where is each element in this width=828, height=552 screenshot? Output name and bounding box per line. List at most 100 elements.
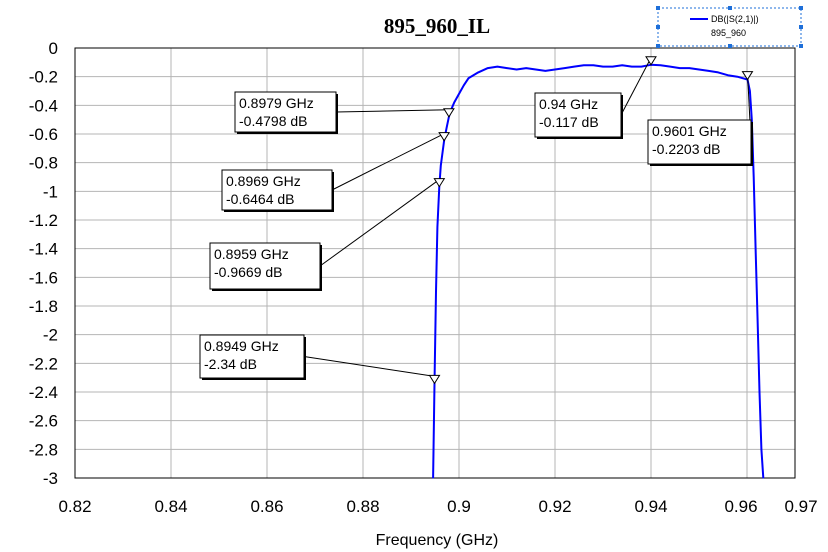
series-point xyxy=(753,176,755,178)
series-point xyxy=(755,248,757,250)
chart-title: 895_960_IL xyxy=(384,14,490,38)
legend-box xyxy=(657,7,802,47)
y-tick-label: -3 xyxy=(43,469,58,488)
x-tick-label: 0.84 xyxy=(154,497,187,516)
y-tick-label: -1.6 xyxy=(29,268,58,287)
series-point xyxy=(442,150,444,152)
marker-frequency: 0.8969 GHz xyxy=(226,173,301,189)
marker-leader xyxy=(331,133,445,191)
marker-value: -0.117 dB xyxy=(539,114,599,130)
series-point xyxy=(717,71,719,73)
x-tick-label: 0.86 xyxy=(250,497,283,516)
marker-box xyxy=(647,119,752,165)
marker-leader xyxy=(620,57,652,116)
x-tick-label: 0.94 xyxy=(634,497,667,516)
markers-layer: 0.8979 GHz -0.4798 dB 0.8969 GHz -0.6464 dB… xyxy=(199,56,754,385)
legend-handle xyxy=(728,44,732,48)
series-point xyxy=(477,71,479,73)
legend-handle xyxy=(656,6,660,10)
series-point xyxy=(736,76,739,78)
y-tick-label: -1.8 xyxy=(29,297,58,316)
series-point xyxy=(679,67,681,69)
marker-annotation[interactable]: 0.8979 GHz -0.4798 dB xyxy=(234,91,455,134)
marker-annotation[interactable]: 0.8969 GHz -0.6464 dB xyxy=(221,132,451,212)
legend-handle xyxy=(799,25,803,29)
x-tick-label: 0.92 xyxy=(538,497,571,516)
series-point xyxy=(487,67,489,69)
plot-frame xyxy=(74,47,796,479)
legend-handle xyxy=(656,25,660,29)
series-point xyxy=(496,66,498,68)
series-point xyxy=(453,101,455,104)
marker-leader xyxy=(319,179,440,267)
y-tick-label: -2 xyxy=(43,326,58,345)
y-tick-label: -2.8 xyxy=(29,440,58,459)
series-point xyxy=(660,64,662,66)
series-point xyxy=(435,291,437,293)
marker-value: -0.6464 dB xyxy=(226,191,295,207)
series-point xyxy=(535,68,537,71)
marker-triangle xyxy=(438,132,451,142)
x-tick-labels: 0.82 0.84 0.86 0.88 0.9 0.92 0.94 0.96 0.97 xyxy=(58,497,817,516)
marker-leader xyxy=(303,356,435,377)
series-point xyxy=(602,66,604,68)
y-tick-label: -2.4 xyxy=(29,383,58,402)
series-point xyxy=(621,64,623,66)
marker-triangle xyxy=(428,374,441,385)
series-point xyxy=(432,477,434,479)
series-point xyxy=(708,70,710,72)
y-tick-label: -1.2 xyxy=(29,211,58,230)
series-point xyxy=(445,127,448,129)
marker-annotation[interactable]: 0.8949 GHz -2.34 dB xyxy=(199,334,441,385)
marker-frequency: 0.9601 GHz xyxy=(652,123,727,139)
y-tick-label: -1.4 xyxy=(29,240,58,259)
series-point xyxy=(727,74,729,76)
series-point xyxy=(749,90,751,92)
y-tick-label: -0.2 xyxy=(29,68,58,87)
marker-value: -2.34 dB xyxy=(204,356,257,372)
legend-handle xyxy=(799,6,803,10)
marker-annotation[interactable]: 0.9601 GHz -0.2203 dB xyxy=(647,71,754,166)
series-point xyxy=(762,477,764,479)
x-tick-label: 0.97 xyxy=(784,497,817,516)
x-tick-label: 0.82 xyxy=(58,497,91,516)
marker-annotation[interactable]: 0.94 GHz -0.117 dB xyxy=(534,56,657,139)
x-tick-label: 0.9 xyxy=(447,497,471,516)
y-tick-label: -0.8 xyxy=(29,154,58,173)
series-point xyxy=(698,68,700,71)
marker-box xyxy=(534,92,622,138)
marker-value: -0.4798 dB xyxy=(239,113,308,129)
marker-frequency: 0.94 GHz xyxy=(539,96,598,112)
legend[interactable]: DB(|S(2,1)|) 895_960 xyxy=(656,6,803,48)
series-point xyxy=(463,84,465,86)
marker-triangle xyxy=(645,56,657,66)
series-point xyxy=(631,66,633,68)
marker-triangle xyxy=(741,71,754,81)
y-tick-labels: 0 -0.2 -0.4 -0.6 -0.8 -1 -1.2 -1.4 -1.6 -1.8 -2 -2.… xyxy=(29,39,58,488)
x-axis-label: Frequency (GHz) xyxy=(376,532,499,549)
y-tick-label: -2.6 xyxy=(29,412,58,431)
series-point xyxy=(592,64,595,66)
series-point xyxy=(468,77,470,79)
series-point xyxy=(640,66,643,68)
marker-annotation[interactable]: 0.8959 GHz -0.9669 dB xyxy=(209,178,446,291)
x-tick-label: 0.88 xyxy=(346,497,379,516)
marker-box xyxy=(209,242,321,290)
series-point xyxy=(756,319,759,321)
marker-triangle xyxy=(433,178,446,188)
x-tick-label: 0.96 xyxy=(724,497,757,516)
legend-label: DB(|S(2,1)|) xyxy=(711,14,759,24)
legend-sublabel: 895_960 xyxy=(711,28,746,38)
series-point xyxy=(440,164,442,167)
series-point xyxy=(612,66,614,68)
marker-frequency: 0.8979 GHz xyxy=(239,95,314,111)
y-tick-label: -1 xyxy=(43,182,58,201)
series-point xyxy=(573,66,575,68)
series-point xyxy=(436,226,438,228)
series-point xyxy=(506,67,508,69)
series-point xyxy=(525,67,527,69)
marker-leader xyxy=(335,109,449,113)
series-point xyxy=(544,70,547,72)
